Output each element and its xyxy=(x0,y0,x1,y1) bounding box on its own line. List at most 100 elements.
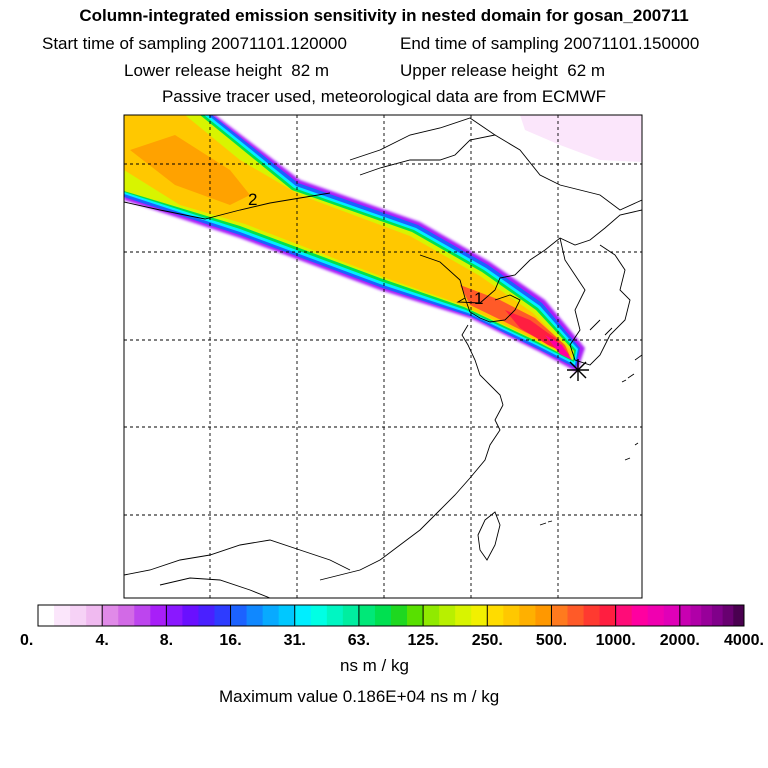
colorbar-swatch xyxy=(134,605,151,626)
end-time-value: 20071101.150000 xyxy=(563,34,700,53)
coastline-bohai xyxy=(419,209,642,304)
colorbar-swatch xyxy=(246,605,264,626)
start-time-value: 20071101.120000 xyxy=(211,34,347,53)
colorbar-tick-label: 4. xyxy=(96,632,109,649)
colorbar-tick-label: 8. xyxy=(160,632,173,649)
colorbar-tick-label: 0. xyxy=(20,632,33,649)
taiwan-outline xyxy=(477,511,501,561)
colorbar-swatch xyxy=(711,605,724,626)
islands xyxy=(624,442,639,461)
end-time-label: End time of sampling xyxy=(400,34,559,53)
colorbar-swatch xyxy=(722,605,734,626)
receptor-star-icon xyxy=(567,359,589,381)
colorbar-swatch xyxy=(439,605,456,626)
colorbar-swatch xyxy=(423,605,440,626)
plume-label-1: 1 xyxy=(474,289,483,308)
start-time-label: Start time of sampling xyxy=(42,34,207,53)
coastline-shandong xyxy=(464,294,521,323)
lower-release-label: Lower release height xyxy=(124,61,282,80)
colorbar-tick-label: 4000. xyxy=(724,632,764,649)
colorbar-tick-label: 500. xyxy=(536,632,567,649)
colorbar-swatch xyxy=(391,605,408,626)
plume-band-orange-west xyxy=(130,135,250,205)
colorbar-swatch xyxy=(198,605,215,626)
colorbar-swatch xyxy=(166,605,183,626)
colorbar-tick-label: 16. xyxy=(219,632,241,649)
upper-release-value: 62 m xyxy=(567,61,606,80)
colorbar-swatch xyxy=(733,605,745,626)
chart-title: Column-integrated emission sensitivity i… xyxy=(79,6,689,25)
maximum-value: Maximum value 0.186E+04 ns m / kg xyxy=(219,687,500,706)
colorbar-swatch xyxy=(358,605,376,626)
colorbar-swatch xyxy=(182,605,199,626)
colorbar-swatch xyxy=(519,605,536,626)
colorbar-swatch xyxy=(102,605,119,626)
plume-layer xyxy=(124,115,642,372)
colorbar-swatch xyxy=(294,605,312,626)
colorbar-swatch xyxy=(230,605,247,626)
tracer-note: Passive tracer used, meteorological data… xyxy=(161,87,607,106)
border-line xyxy=(494,134,642,211)
border-line xyxy=(349,117,497,176)
colorbar-swatch xyxy=(150,605,167,626)
colorbar-swatch xyxy=(701,605,713,626)
islands xyxy=(539,520,553,526)
upper-release-height: Upper release height 62 m xyxy=(400,61,605,81)
colorbar-frame xyxy=(37,604,745,627)
colorbar-swatch xyxy=(455,605,472,626)
colorbar-swatch xyxy=(342,605,360,626)
islands xyxy=(621,373,635,383)
colorbar-swatch xyxy=(599,605,617,626)
colorbar-swatch xyxy=(535,605,552,626)
colorbar-tick-label: 1000. xyxy=(596,632,636,649)
colorbar-swatch xyxy=(471,605,488,626)
start-time: Start time of sampling 20071101.120000 xyxy=(42,34,347,54)
colorbar-swatch xyxy=(690,605,702,626)
colorbar-swatch xyxy=(647,605,665,626)
colorbar-swatch xyxy=(214,605,231,626)
colorbar-swatch xyxy=(583,605,600,626)
plume-label-2: 2 xyxy=(248,190,257,209)
plume-band-magenta xyxy=(545,335,572,360)
colorbar-swatch xyxy=(487,605,504,626)
colorbar-swatch xyxy=(615,605,633,626)
plume-band-yellow xyxy=(124,115,572,358)
grid xyxy=(124,115,642,598)
border-line-south xyxy=(124,539,351,576)
colorbar-unit: ns m / kg xyxy=(340,656,409,675)
colorbar-swatch xyxy=(70,605,87,626)
colorbar: 0. 4. 8. 16. 31. 63. 125. 250. 500. 1000. 2000. 400… xyxy=(20,604,764,649)
colorbar-swatch xyxy=(407,605,424,626)
map-frame xyxy=(123,114,643,599)
coastline-south xyxy=(319,404,504,581)
upper-release-label: Upper release height xyxy=(400,61,558,80)
colorbar-tick-label: 63. xyxy=(348,632,370,649)
colorbar-tick-label: 2000. xyxy=(660,632,700,649)
colorbar-swatch xyxy=(54,605,71,626)
colorbar-tick-label: 125. xyxy=(408,632,439,649)
lower-release-height: Lower release height 82 m xyxy=(124,61,329,81)
colorbar-tick-label: 250. xyxy=(472,632,503,649)
colorbar-swatch xyxy=(38,605,55,626)
colorbar-swatch xyxy=(663,605,681,626)
colorbar-swatch xyxy=(679,605,691,626)
colorbar-swatch xyxy=(374,605,392,626)
faint-sensitivity-patch xyxy=(520,115,642,162)
colorbar-swatch xyxy=(86,605,103,626)
colorbar-swatch xyxy=(631,605,649,626)
islands xyxy=(589,319,613,336)
end-time: End time of sampling 20071101.150000 xyxy=(400,34,699,54)
coastlines xyxy=(124,117,642,598)
border-line-south xyxy=(159,577,271,598)
colorbar-tick-label: 31. xyxy=(284,632,306,649)
colorbar-swatch xyxy=(118,605,135,626)
colorbar-swatch xyxy=(326,605,344,626)
colorbar-swatch xyxy=(551,605,568,626)
colorbar-swatch xyxy=(278,605,296,626)
colorbar-swatch xyxy=(503,605,520,626)
colorbar-swatch xyxy=(310,605,328,626)
coastline-korea xyxy=(559,237,631,366)
colorbar-swatch xyxy=(262,605,280,626)
coastline-jiangsu xyxy=(461,324,504,406)
